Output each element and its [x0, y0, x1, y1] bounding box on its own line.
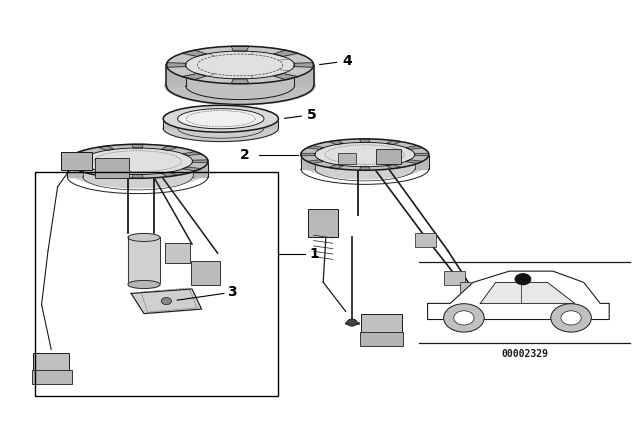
FancyBboxPatch shape	[415, 233, 436, 247]
Polygon shape	[406, 146, 422, 149]
FancyBboxPatch shape	[61, 152, 92, 170]
Polygon shape	[132, 144, 143, 148]
Circle shape	[444, 304, 484, 332]
Polygon shape	[67, 150, 208, 188]
FancyBboxPatch shape	[360, 332, 403, 346]
Polygon shape	[428, 271, 609, 319]
Polygon shape	[386, 164, 401, 169]
Polygon shape	[183, 151, 201, 155]
Text: 5: 5	[284, 108, 317, 122]
Polygon shape	[186, 51, 294, 79]
Polygon shape	[74, 167, 92, 171]
Polygon shape	[161, 172, 177, 177]
FancyBboxPatch shape	[460, 282, 481, 297]
Text: 00002329: 00002329	[501, 349, 548, 359]
Circle shape	[161, 297, 172, 305]
Polygon shape	[415, 153, 429, 156]
Polygon shape	[315, 142, 415, 167]
Polygon shape	[132, 175, 143, 178]
Polygon shape	[315, 142, 415, 167]
Polygon shape	[328, 164, 344, 169]
Circle shape	[454, 311, 474, 325]
Polygon shape	[301, 144, 429, 179]
Polygon shape	[274, 73, 298, 80]
Circle shape	[551, 304, 591, 332]
Circle shape	[515, 274, 531, 284]
Polygon shape	[128, 237, 160, 284]
FancyBboxPatch shape	[95, 158, 129, 178]
Polygon shape	[166, 65, 186, 86]
Polygon shape	[274, 50, 298, 56]
FancyBboxPatch shape	[361, 314, 402, 335]
Polygon shape	[83, 148, 193, 175]
FancyBboxPatch shape	[191, 261, 220, 285]
Text: 3: 3	[227, 285, 237, 299]
Polygon shape	[128, 233, 160, 241]
Circle shape	[561, 311, 581, 325]
Polygon shape	[163, 105, 278, 132]
Polygon shape	[131, 289, 202, 314]
Polygon shape	[231, 79, 249, 84]
Text: 1: 1	[309, 247, 319, 261]
Polygon shape	[183, 167, 201, 171]
Polygon shape	[128, 280, 160, 289]
Polygon shape	[165, 66, 315, 105]
Polygon shape	[415, 155, 429, 168]
Polygon shape	[67, 144, 208, 178]
Polygon shape	[406, 160, 422, 164]
Polygon shape	[161, 146, 177, 151]
Polygon shape	[67, 161, 83, 177]
Polygon shape	[193, 160, 208, 163]
Polygon shape	[182, 73, 206, 80]
Polygon shape	[98, 172, 114, 177]
FancyBboxPatch shape	[338, 153, 356, 164]
FancyBboxPatch shape	[376, 149, 401, 164]
Polygon shape	[480, 282, 575, 303]
FancyBboxPatch shape	[32, 370, 72, 384]
Polygon shape	[307, 160, 324, 164]
Polygon shape	[328, 140, 344, 145]
Polygon shape	[83, 148, 193, 175]
Polygon shape	[163, 119, 278, 128]
Polygon shape	[360, 139, 370, 142]
FancyBboxPatch shape	[308, 209, 338, 237]
Polygon shape	[167, 63, 186, 67]
Polygon shape	[98, 146, 114, 151]
Polygon shape	[166, 46, 314, 84]
Polygon shape	[231, 46, 249, 51]
Text: 2: 2	[240, 147, 250, 162]
Polygon shape	[182, 50, 206, 56]
Polygon shape	[301, 153, 315, 156]
Polygon shape	[294, 65, 314, 86]
Circle shape	[347, 319, 357, 326]
Polygon shape	[360, 167, 370, 170]
Polygon shape	[178, 109, 264, 129]
Polygon shape	[74, 151, 92, 155]
Polygon shape	[294, 63, 313, 67]
FancyBboxPatch shape	[444, 271, 465, 285]
Polygon shape	[386, 140, 401, 145]
FancyBboxPatch shape	[33, 353, 69, 373]
Text: 4: 4	[319, 54, 352, 68]
Polygon shape	[193, 161, 208, 177]
FancyBboxPatch shape	[165, 243, 190, 263]
Polygon shape	[67, 160, 83, 163]
Polygon shape	[163, 115, 278, 142]
Polygon shape	[301, 155, 315, 168]
Polygon shape	[307, 146, 324, 149]
Polygon shape	[301, 139, 429, 170]
